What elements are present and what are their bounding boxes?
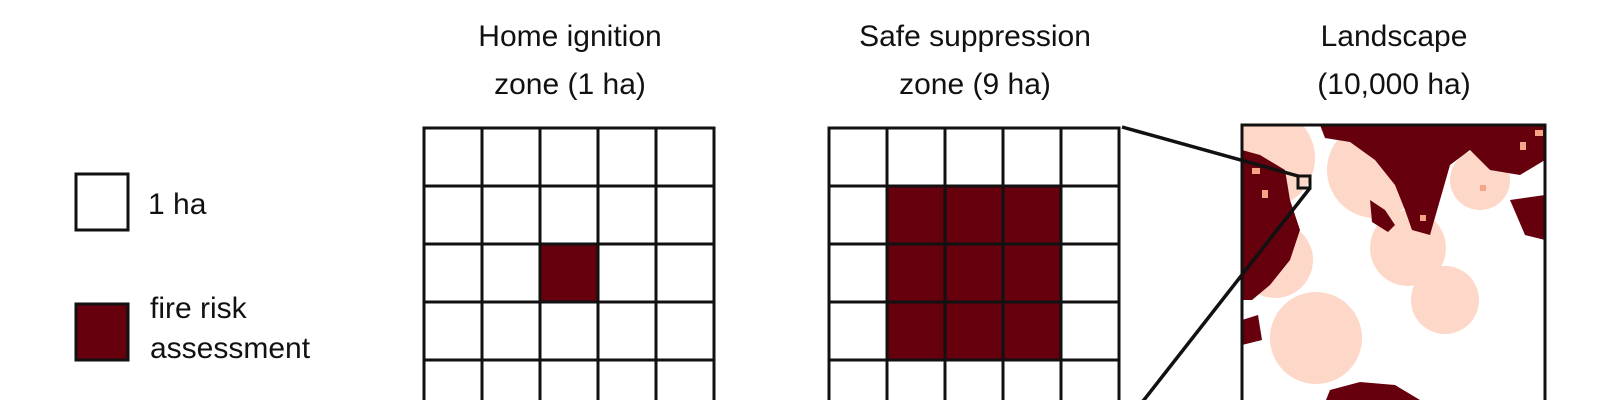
grid-cell-fire-risk <box>1001 184 1063 246</box>
legend: 1 ha fire risk assessment <box>74 172 311 365</box>
grid-cell <box>1059 300 1121 362</box>
grid-cell <box>1059 126 1121 188</box>
grid-cell <box>827 358 889 400</box>
grid-cell-fire-risk <box>943 242 1005 304</box>
title-landscape-line1: Landscape <box>1321 20 1468 53</box>
grid-cell <box>596 184 658 246</box>
grid-cell <box>654 242 716 304</box>
grid-cell <box>827 184 889 246</box>
landscape-moderate-risk-specks <box>1252 130 1543 221</box>
grid-cell <box>654 126 716 188</box>
grid-cell-fire-risk <box>1001 242 1063 304</box>
title-home-ignition-line2: zone (1 ha) <box>494 68 646 101</box>
grid-cell <box>596 300 658 362</box>
grid-cell <box>596 358 658 400</box>
title-landscape-line2: (10,000 ha) <box>1317 68 1470 101</box>
grid-cell <box>827 300 889 362</box>
grid-cell <box>1001 358 1063 400</box>
grid-cell <box>480 300 542 362</box>
title-safe-suppression-line1: Safe suppression <box>859 20 1091 53</box>
zoom-connector-bottom <box>1141 186 1312 400</box>
landscape-border <box>1240 123 1547 400</box>
grid-cell <box>538 126 600 188</box>
grid-cell <box>827 242 889 304</box>
grid-cell <box>654 184 716 246</box>
grid-cell <box>480 184 542 246</box>
legend-label-fire-risk-line1: fire risk <box>150 292 248 325</box>
legend-swatch-1ha <box>74 172 130 232</box>
grid-cell <box>422 300 484 362</box>
grid-cell <box>538 184 600 246</box>
grid-cell <box>943 358 1005 400</box>
grid-cell <box>422 126 484 188</box>
grid-cell <box>943 126 1005 188</box>
grid-cell <box>596 126 658 188</box>
grid-cell <box>827 126 889 188</box>
grid-cell <box>885 126 947 188</box>
grid-cell-fire-risk <box>885 300 947 362</box>
grid-cell-fire-risk <box>943 184 1005 246</box>
grid-cell-fire-risk <box>885 184 947 246</box>
grid-cell <box>1059 184 1121 246</box>
grid-cell <box>538 300 600 362</box>
grid-cell <box>654 300 716 362</box>
grid-cell-fire-risk <box>885 242 947 304</box>
grid-cell <box>422 358 484 400</box>
safe-suppression-grid <box>827 126 1121 400</box>
grid-cell <box>422 242 484 304</box>
title-safe-suppression-line2: zone (9 ha) <box>899 68 1051 101</box>
landscape-map <box>1240 123 1547 400</box>
landscape-zoom-box <box>1296 174 1312 190</box>
grid-cell <box>885 358 947 400</box>
grid-cell <box>596 242 658 304</box>
grid-cell <box>480 242 542 304</box>
grid-cell <box>480 358 542 400</box>
grid-cell <box>654 358 716 400</box>
landscape-fire-risk-patches <box>1242 125 1545 400</box>
home-ignition-grid <box>422 126 716 400</box>
legend-swatch-fire-risk <box>74 302 130 362</box>
legend-label-1ha: 1 ha <box>148 188 207 221</box>
grid-cell <box>1059 242 1121 304</box>
legend-label-fire-risk-line2: assessment <box>150 332 311 365</box>
grid-cell <box>1059 358 1121 400</box>
grid-cell-fire-risk <box>1001 300 1063 362</box>
grid-cell <box>538 358 600 400</box>
grid-cell-fire-risk <box>538 242 600 304</box>
grid-cell <box>480 126 542 188</box>
title-home-ignition-line1: Home ignition <box>478 20 661 53</box>
zoom-connector-top <box>1121 125 1299 178</box>
grid-cell <box>1001 126 1063 188</box>
grid-cell-fire-risk <box>943 300 1005 362</box>
grid-cell <box>422 184 484 246</box>
